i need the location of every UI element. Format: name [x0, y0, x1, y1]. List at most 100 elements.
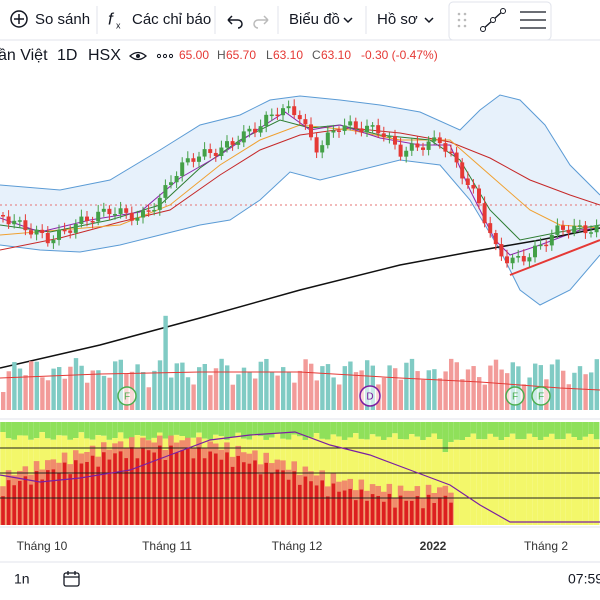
fx-icon-sub: x: [116, 20, 121, 30]
osc-green: [403, 422, 409, 440]
volume-bar: [225, 365, 230, 410]
candle-body: [236, 142, 241, 145]
volume-bar: [292, 382, 297, 410]
candle-body: [488, 223, 493, 234]
osc-red: [1, 496, 5, 525]
change: -0.30 (-0.47%): [361, 48, 438, 62]
volume-bar: [499, 369, 504, 410]
volume-bar: [12, 362, 17, 410]
marker[interactable]: [505, 386, 525, 406]
ma-red: [0, 127, 600, 251]
candle-body: [381, 133, 386, 138]
osc-red: [286, 479, 291, 525]
osc-green: [78, 422, 85, 433]
candle-body: [505, 256, 509, 264]
candle-body: [449, 151, 453, 154]
candle-body: [169, 182, 173, 186]
volume-bar: [174, 363, 179, 410]
compare-icon[interactable]: [10, 10, 28, 28]
candle-body: [359, 128, 364, 133]
osc-green: [554, 422, 561, 440]
volume-bar: [191, 384, 196, 410]
osc-green: [56, 422, 62, 436]
undo[interactable]: [227, 15, 243, 29]
candle-body: [516, 255, 521, 258]
compare-button[interactable]: So sánh: [35, 11, 90, 28]
osc-red: [258, 474, 263, 525]
osc-red: [314, 485, 319, 525]
candle-body: [180, 162, 185, 176]
osc-red: [331, 483, 336, 525]
indicators-button[interactable]: Các chỉ báo: [132, 11, 211, 28]
osc-yellow: [504, 437, 510, 525]
osc-red: [376, 495, 380, 525]
calendar-icon[interactable]: [63, 572, 80, 587]
volume-bar: [34, 361, 39, 410]
osc-green: [50, 422, 57, 440]
osc-yellow: [565, 433, 572, 525]
osc-red: [124, 458, 128, 525]
osc-green: [89, 422, 96, 440]
marker[interactable]: [117, 386, 137, 406]
volume-bar: [118, 359, 123, 410]
range-button[interactable]: 1n: [14, 571, 30, 587]
osc-yellow: [369, 434, 376, 525]
osc-green: [409, 422, 415, 435]
osc-red: [79, 463, 84, 525]
eye-icon[interactable]: [129, 51, 147, 61]
volume-bar: [589, 372, 594, 410]
osc-yellow: [532, 437, 538, 525]
candle-body: [594, 225, 599, 233]
candle-body: [387, 135, 392, 138]
osc-green: [325, 422, 331, 440]
more-icon[interactable]: [156, 53, 174, 59]
marker[interactable]: [531, 386, 551, 406]
candle-body: [208, 149, 213, 153]
osc-red: [107, 459, 112, 525]
candle-body: [253, 128, 257, 133]
candles: [1, 99, 599, 270]
osc-green: [509, 422, 516, 434]
candle-body: [533, 245, 537, 258]
volume-bar: [107, 377, 112, 410]
candle-body: [353, 121, 358, 129]
osc-red: [40, 479, 44, 525]
volume-bar: [471, 366, 476, 410]
osc-green: [61, 422, 68, 436]
drag-handle[interactable]: [457, 12, 467, 28]
osc-green: [84, 422, 90, 439]
osc-yellow: [582, 436, 589, 525]
volume-bar: [493, 359, 499, 410]
high-value: 65.70: [226, 48, 256, 62]
osc-yellow: [465, 437, 471, 525]
open-value: 65.00: [179, 48, 209, 62]
osc-red: [387, 493, 392, 525]
candle-body: [1, 215, 5, 217]
candle-body: [286, 106, 291, 109]
candle-body: [493, 233, 498, 245]
candle-body: [415, 143, 420, 148]
candle-body: [79, 216, 84, 224]
osc-yellow: [364, 439, 370, 525]
osc-yellow: [409, 434, 415, 525]
volume-bar: [426, 370, 431, 410]
osc-green: [341, 422, 348, 440]
menu-tool[interactable]: [520, 11, 546, 29]
osc-green: [493, 422, 499, 437]
osc-yellow: [325, 439, 331, 525]
osc-red: [23, 476, 28, 525]
osc-green: [112, 422, 118, 439]
candle-body: [225, 141, 229, 148]
osc-red: [12, 485, 16, 525]
marker[interactable]: [359, 385, 381, 407]
osc-red: [320, 480, 324, 525]
candle-body: [191, 158, 196, 162]
redo[interactable]: [253, 15, 269, 29]
osc-green: [185, 422, 191, 440]
candle-body: [124, 208, 129, 213]
volume-bar: [421, 379, 426, 410]
profile-button[interactable]: Hồ sơ: [377, 11, 418, 28]
osc-red: [303, 476, 308, 525]
chart-button[interactable]: Biểu đồ: [289, 11, 340, 28]
candle-body: [437, 137, 442, 144]
